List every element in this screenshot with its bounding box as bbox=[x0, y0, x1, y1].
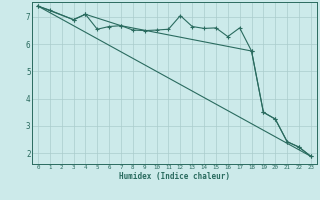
X-axis label: Humidex (Indice chaleur): Humidex (Indice chaleur) bbox=[119, 172, 230, 181]
